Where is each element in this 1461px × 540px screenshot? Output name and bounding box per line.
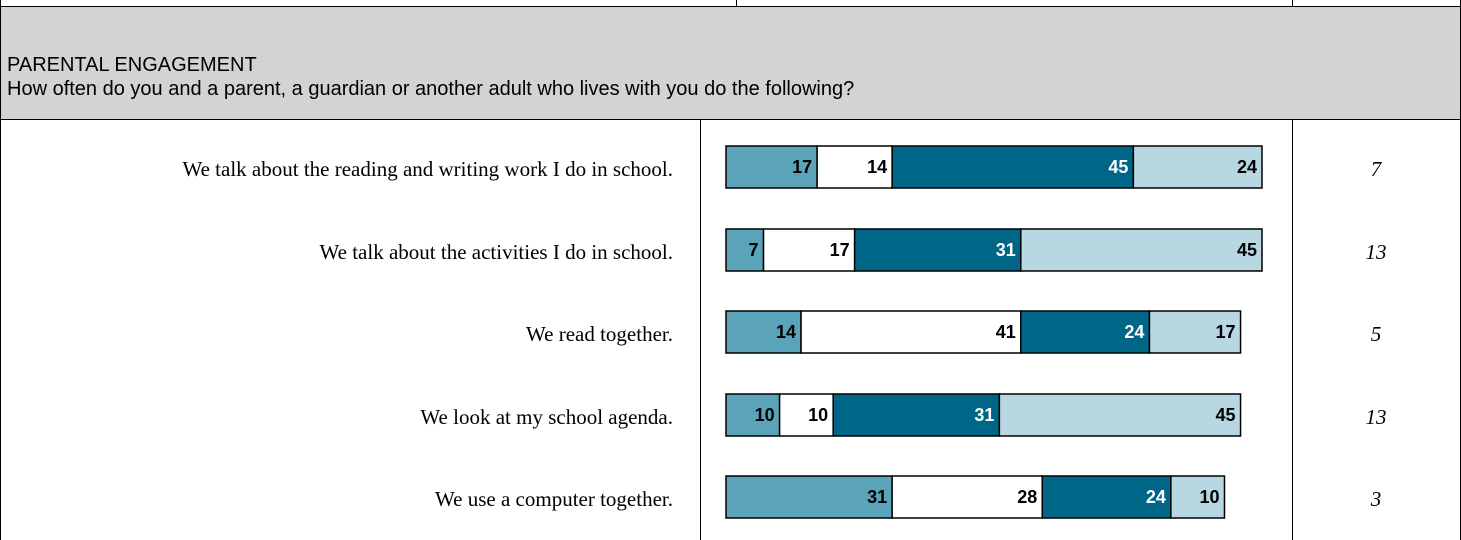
bar-segment [725,393,781,437]
bar-value-label: 24 [1237,157,1257,177]
bar-value-label: 31 [996,240,1016,260]
body-divider-chart-right [1292,119,1293,540]
bar-value-label: 17 [830,240,850,260]
row-label: We look at my school agenda. [420,405,673,429]
bar-value-label: 31 [974,405,994,425]
bar-value-label: 17 [792,157,812,177]
bar-value-label: 31 [867,487,887,507]
section-header: PARENTAL ENGAGEMENT How often do you and… [0,6,1461,120]
bar-value-label: 45 [1237,240,1257,260]
bar-value-label: 24 [1124,322,1144,342]
bar-segment [1148,310,1242,354]
bar-value-label: 45 [1216,405,1236,425]
top-divider-mid [736,0,737,6]
top-divider-left [0,0,1,6]
bar-segment [725,310,802,354]
section-title: PARENTAL ENGAGEMENT [7,54,257,76]
bar-segment [853,228,1022,272]
bar-segment [891,145,1135,189]
row-label: We read together. [526,322,673,346]
side-value: 7 [1370,157,1382,181]
bar-segment [998,393,1242,437]
bar-segment [778,393,834,437]
bar-value-label: 41 [996,322,1016,342]
bar-value-label: 45 [1108,157,1128,177]
section-question: How often do you and a parent, a guardia… [7,78,855,100]
bar-value-label: 14 [867,157,887,177]
bar-segment [1020,310,1151,354]
row-label: We talk about the activities I do in sch… [319,240,673,264]
side-value: 3 [1370,487,1382,511]
bar-segment [725,475,893,519]
side-value: 13 [1365,240,1387,264]
bar-segment [832,393,1001,437]
bar-value-label: 24 [1146,487,1166,507]
bar-segment [891,475,1043,519]
bar-segment [725,228,765,272]
bar-segment [800,310,1022,354]
bar-value-label: 10 [1199,487,1219,507]
bar-segment [816,145,893,189]
bar-value-label: 17 [1216,322,1236,342]
side-value: 5 [1370,322,1382,346]
row-label: We use a computer together. [435,487,673,511]
bar-segment [725,145,818,189]
bar-value-label: 10 [808,405,828,425]
body-border-left [0,119,1,540]
bar-value-label: 14 [776,322,796,342]
bar-value-label: 7 [749,240,759,260]
bar-segment [1020,228,1263,272]
bar-segment [1041,475,1172,519]
top-divider-right [1292,0,1293,6]
body-divider-chart-left [700,119,701,540]
bar-value-label: 10 [755,405,775,425]
side-value: 13 [1365,405,1387,429]
bar-segment [1132,145,1263,189]
row-label: We talk about the reading and writing wo… [182,157,673,181]
bar-segment [1170,475,1226,519]
bar-value-label: 28 [1017,487,1037,507]
